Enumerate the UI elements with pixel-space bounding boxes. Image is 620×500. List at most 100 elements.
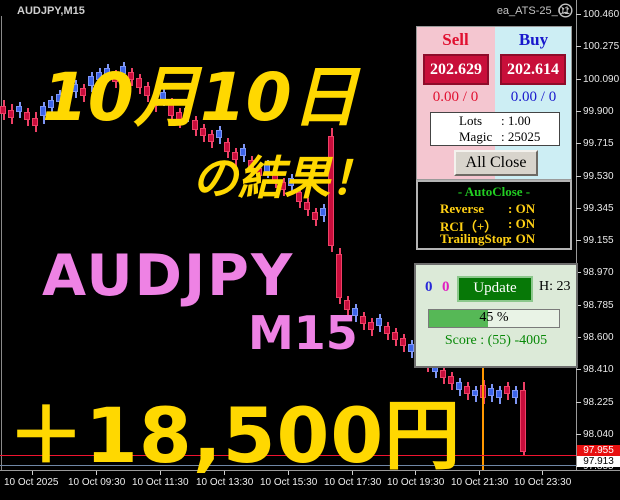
price-tick [576,401,581,403]
time-label: 10 Oct 09:30 [68,477,126,488]
candle-body [392,332,398,340]
candle-body [144,86,150,96]
price-label: 98.225 [583,396,614,408]
time-label: 10 Oct 2025 [4,477,59,488]
hour-counter: H: 23 [539,279,571,294]
chart-symbol-title: AUDJPY,M15 [17,5,85,17]
score-text: Score : (55) -4005 [444,333,548,348]
price-tick [576,143,581,145]
price-label: 98.410 [583,364,614,376]
magic-label: Magic [459,129,493,144]
ea-name-label: ea_ATS-25_01 [496,5,570,17]
candle-body [80,88,86,96]
timeframe-overlay-text: M15 [248,306,358,360]
candle-body [56,94,62,102]
lots-magic-box: Lots: 1.00 Magic: 25025 [430,112,560,146]
time-axis[interactable]: 10 Oct 2025 10 Oct 09:30 10 Oct 11:30 10 Oc… [0,471,620,500]
price-tick [576,337,581,338]
candle-body [464,386,470,394]
time-label: 10 Oct 17:30 [324,477,382,488]
candle-body [352,308,358,316]
status-panel: 0 0 Update H: 23 45 % Score : (55) -4005 [414,263,578,368]
autoclose-item-value: : ON [508,216,536,231]
price-label: 99.530 [583,170,614,182]
headline-result-text: の結果！ [192,151,376,205]
price-tick [576,433,581,435]
time-label: 10 Oct 19:30 [387,477,445,488]
autoclose-item-value: : ON [508,231,536,246]
price-tick [576,78,581,80]
time-label: 10 Oct 11:30 [132,477,189,488]
candle-body [360,316,366,324]
buy-price-button[interactable]: 202.614 [500,54,566,85]
price-label: 98.970 [583,267,614,279]
sell-label: Sell [442,30,469,49]
candle-body [296,192,302,202]
candle-body [160,92,166,100]
lots-label: Lots [459,113,483,128]
time-tick [160,471,161,475]
autoclose-item-label: TrailingStop [440,231,510,246]
candle-body [232,152,238,160]
price-tick [576,14,581,15]
bid-price-line [0,455,576,456]
candle-body [400,338,406,346]
price-label: 99.345 [583,202,614,214]
candle-body [152,96,158,106]
price-tick [576,46,581,48]
candle-body [184,108,190,116]
candle-body [256,168,262,176]
candle-body [488,388,494,396]
time-tick [542,471,543,475]
time-label: 10 Oct 21:30 [451,477,509,488]
candle-body [0,106,6,114]
candle-body [336,254,342,298]
candle-body [72,84,78,92]
candle-body [112,74,118,82]
lots-value: : 1.00 [501,113,531,128]
price-label: 99.900 [583,105,614,117]
price-tick [576,272,581,274]
autoclose-item-rci: RCI（+）: ON [440,216,570,235]
price-axis[interactable]: 100.460 100.275 100.090 99.900 99.715 99.530 9… [576,0,620,472]
progress-bar-fill [429,310,488,327]
candle-body [384,326,390,334]
sell-price-button[interactable]: 202.629 [423,54,489,85]
marker-price-line [0,465,576,466]
candle-body [320,208,326,216]
candle-body [512,390,518,398]
price-tick [576,304,581,306]
autoclose-item-label: Reverse [440,201,485,216]
price-label: 98.785 [583,299,614,311]
sad-face-icon [558,3,573,18]
candle-body [376,318,382,326]
time-label: 10 Oct 23:30 [514,477,572,488]
profit-overlay-text: ＋18,500円 [8,391,462,480]
time-tick [479,471,480,475]
buy-label: Buy [518,30,549,49]
time-tick [415,471,416,475]
candle-body [16,106,22,112]
update-button[interactable]: Update [457,276,533,302]
candle-body [128,72,134,80]
time-label: 10 Oct 15:30 [260,477,318,488]
progress-percent-label: 45 % [479,310,509,325]
candle-body [88,76,94,86]
price-label: 98.600 [583,332,614,343]
candle-body [504,386,510,394]
price-tick [576,369,581,371]
time-tick [224,471,225,475]
all-close-button[interactable]: All Close [454,150,538,176]
price-label: 99.715 [583,138,614,150]
symbol-overlay-text: AUDJPY [42,243,295,309]
candle-body [408,344,414,352]
lots-row: Lots : 1.00 [459,113,559,129]
candle-body [312,212,318,220]
candle-body [48,100,54,108]
candle-body [288,178,294,186]
price-tick [576,110,581,112]
price-label: 100.275 [583,41,620,53]
candle-body [168,104,174,116]
candle-body [448,376,454,384]
